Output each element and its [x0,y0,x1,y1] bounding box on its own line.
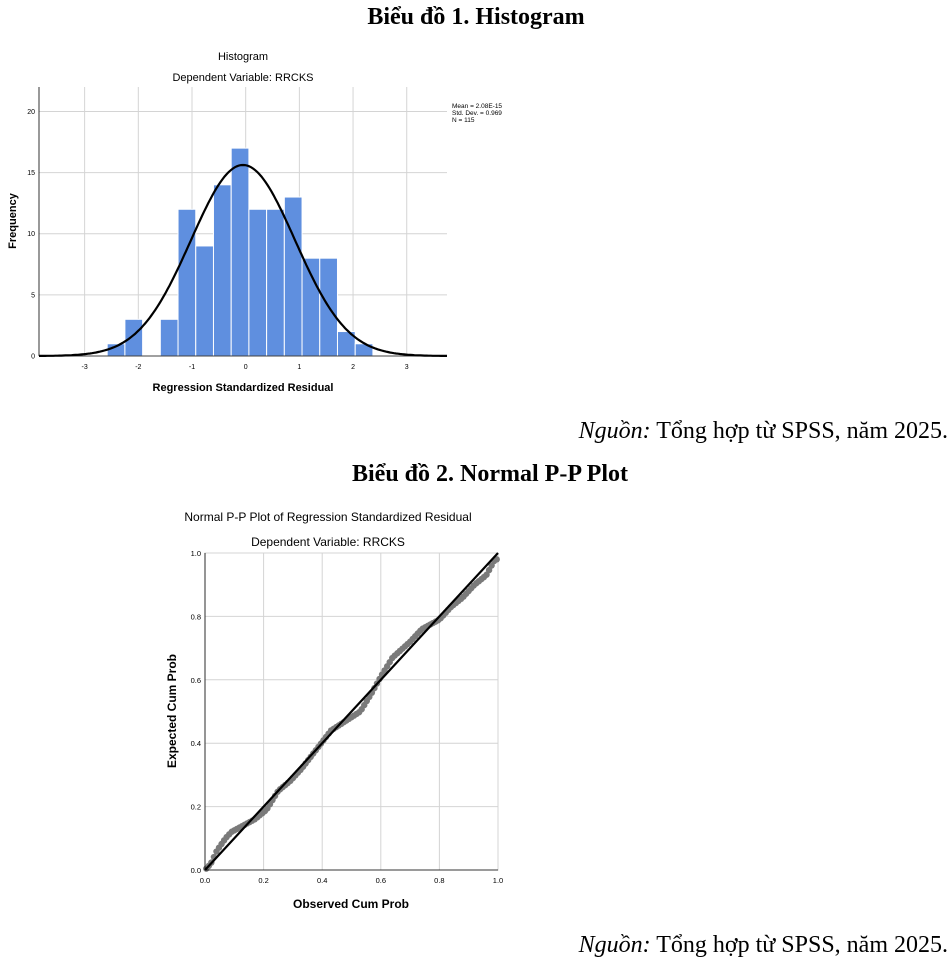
x-tick-label: 0.8 [434,876,444,885]
y-tick-label: 15 [27,170,35,177]
y-tick-label: 20 [27,109,35,116]
y-tick-label: 0.6 [191,676,201,685]
y-axis-label: Expected Cum Prob [165,654,179,768]
histogram-chart: Histogram Dependent Variable: RRCKS -3 -2 -1… [7,51,502,394]
x-tick-label: 0.0 [200,876,210,885]
chart-subtitle: Dependent Variable: RRCKS [251,535,405,549]
x-tick-label: -3 [82,364,88,371]
x-tick-label: -1 [189,364,195,371]
x-tick-label: 0.4 [317,876,327,885]
stats-label: N = 115 [452,117,475,124]
source-label: Nguồn: [578,932,651,958]
chart1-source: Nguồn: Tổng hợp từ SPSS, năm 2025. [579,418,948,445]
y-tick-label: 0.8 [191,612,201,621]
x-axis-label: Regression Standardized Residual [153,382,334,394]
chart-subtitle: Dependent Variable: RRCKS [172,72,313,84]
y-tick-label: 10 [27,231,35,238]
x-axis-label: Observed Cum Prob [293,897,409,911]
stats-label: Std. Dev. = 0.969 [452,110,502,117]
chart2-source: Nguồn: Tổng hợp từ SPSS, năm 2025. [579,932,948,959]
x-tick-label: 0.2 [258,876,268,885]
source-text: Tổng hợp từ SPSS, năm 2025. [656,932,948,958]
chart2-heading: Biểu đồ 2. Normal P-P Plot [352,461,628,487]
x-tick-label: 0 [244,364,248,371]
y-axis-label: Frequency [7,192,19,249]
y-tick-label: 5 [31,292,35,299]
x-tick-label: 3 [405,364,409,371]
y-tick-label: 0.0 [191,866,201,875]
x-tick-label: 2 [351,364,355,371]
x-tick-label: 1 [297,364,301,371]
x-tick-label: 1.0 [493,876,503,885]
chart-title: Histogram [218,51,268,63]
source-label: Nguồn: [578,418,651,444]
stats-label: Mean = 2.08E-15 [452,103,502,110]
reference-line [204,552,499,871]
x-tick-label: 0.6 [376,876,386,885]
y-tick-label: 0.4 [191,739,201,748]
source-text: Tổng hợp từ SPSS, năm 2025. [656,418,948,444]
pp-point [493,556,500,563]
chart-title: Normal P-P Plot of Regression Standardiz… [184,510,471,524]
chart1-heading: Biểu đồ 1. Histogram [367,4,585,30]
y-tick-label: 0 [31,354,35,361]
y-tick-label: 0.2 [191,803,201,812]
y-tick-label: 1.0 [191,549,201,558]
normal-curve [39,163,447,357]
x-tick-label: -2 [135,364,141,371]
